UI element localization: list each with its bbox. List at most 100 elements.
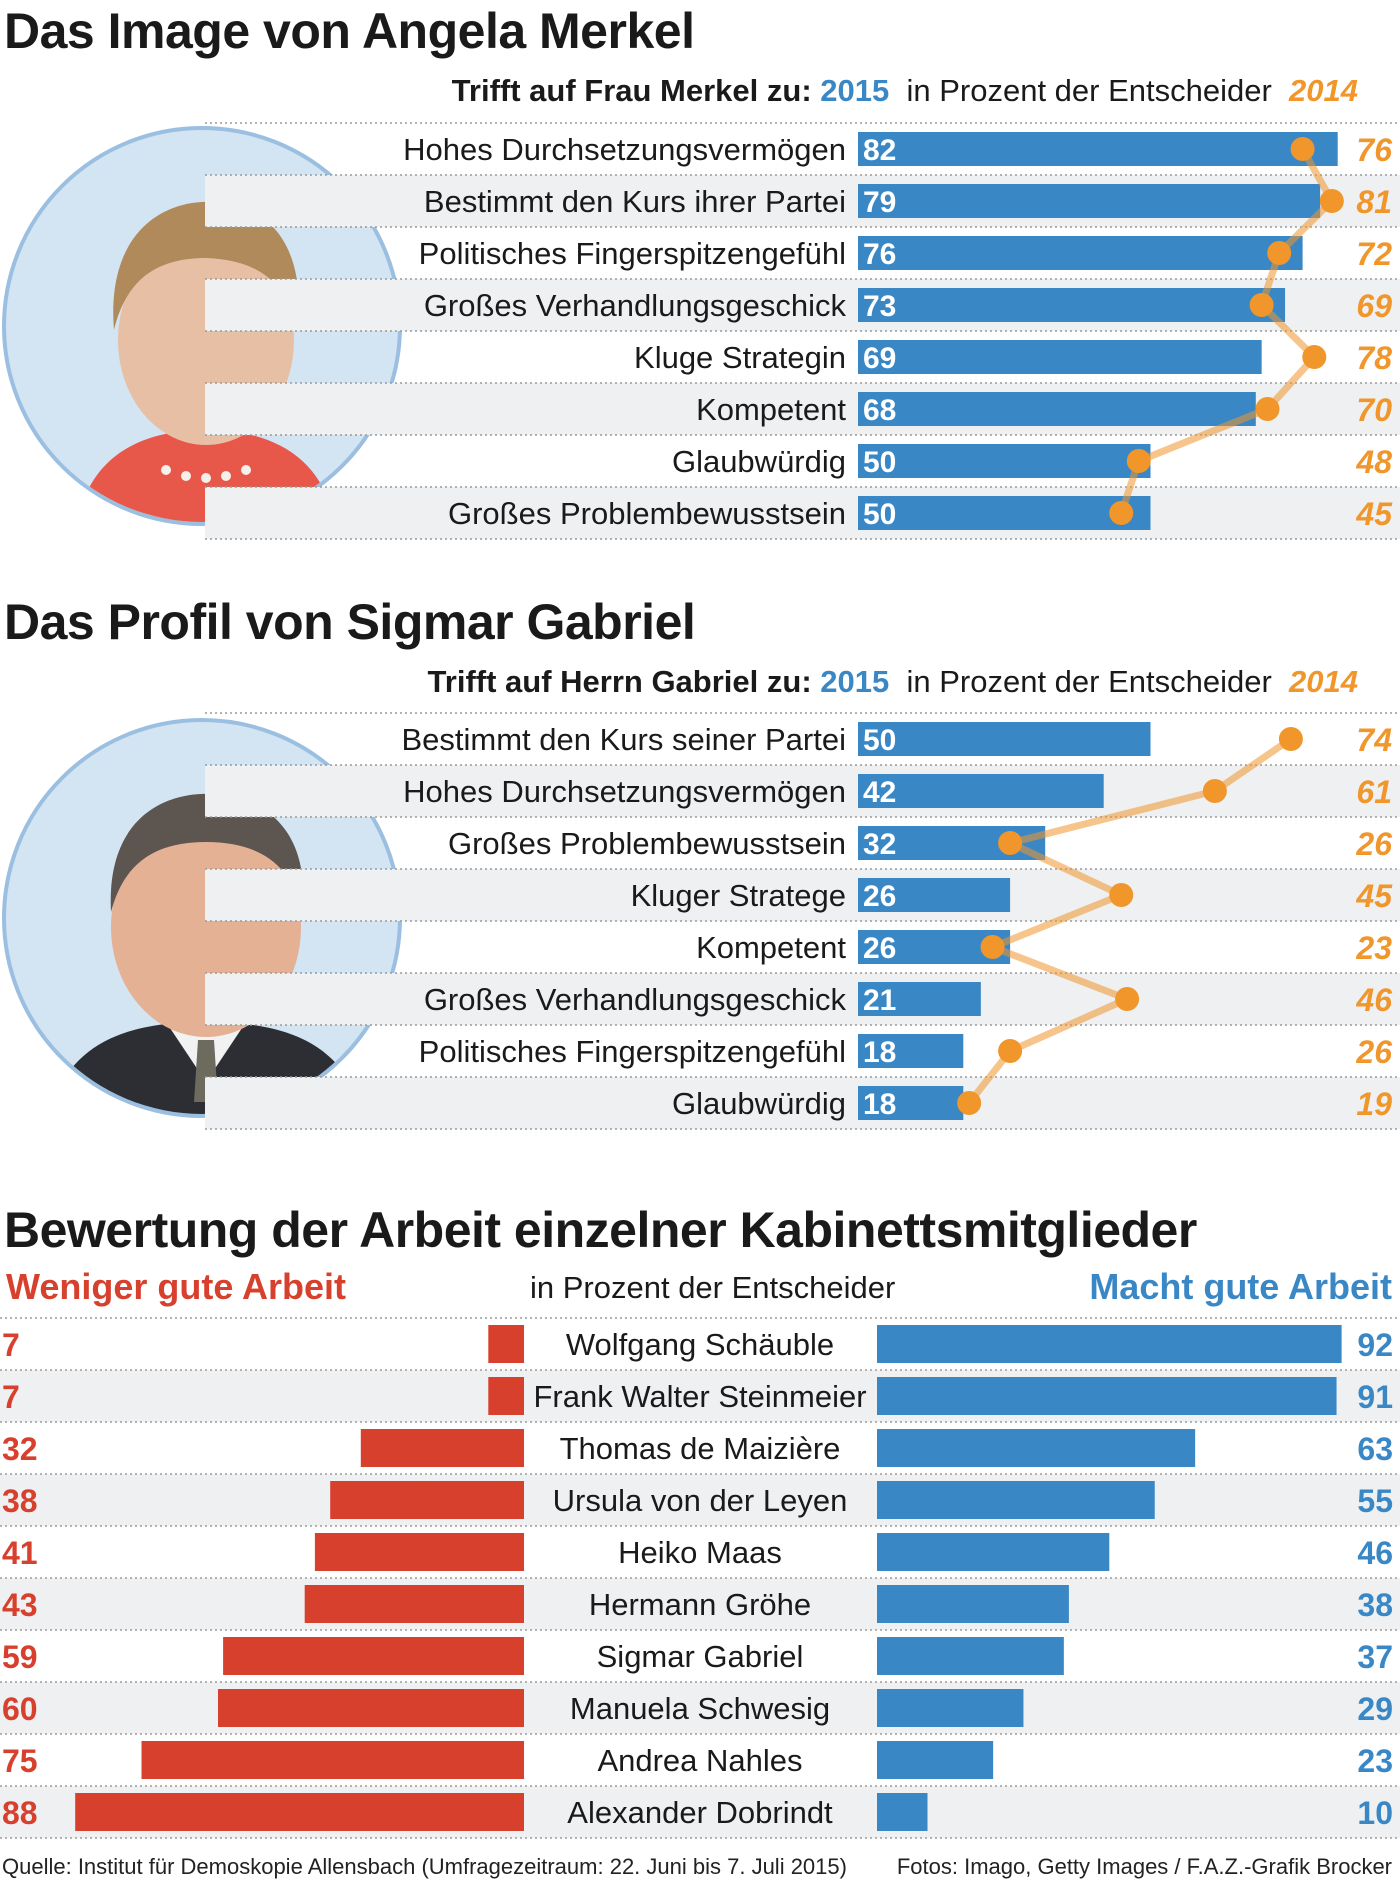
footer-credits: Fotos: Imago, Getty Images / F.A.Z.-Graf… <box>896 1854 1392 1879</box>
gabriel-bar-2015 <box>858 774 1104 808</box>
cabinet-row-stripe <box>0 1578 1400 1630</box>
cabinet-name-label: Frank Walter Steinmeier <box>533 1379 866 1414</box>
gabriel-bar-2015 <box>858 722 1151 756</box>
cabinet-bar-negative <box>488 1325 524 1363</box>
merkel-line-2014 <box>1117 147 1336 515</box>
gabriel-value-2015: 18 <box>863 1036 896 1069</box>
gabriel-line-2014 <box>966 736 1293 1106</box>
cabinet-bar-negative <box>218 1689 524 1727</box>
merkel-value-2015: 76 <box>863 238 896 271</box>
gabriel-value-2015: 32 <box>863 828 896 861</box>
merkel-bar-2015 <box>858 236 1303 270</box>
gabriel-value-2015: 42 <box>863 776 896 809</box>
merkel-marker-2014 <box>1302 345 1327 369</box>
merkel-bar-2015 <box>858 288 1286 322</box>
gabriel-value-2014: 74 <box>1356 722 1392 758</box>
cabinet-name-label: Manuela Schwesig <box>570 1691 830 1726</box>
merkel-category-label: Kompetent <box>696 392 846 427</box>
cabinet-value-positive: 38 <box>1357 1587 1393 1623</box>
gabriel-value-2015: 21 <box>863 984 896 1017</box>
gabriel-value-2015: 18 <box>863 1088 896 1121</box>
gabriel-row-stripe <box>205 973 1400 1025</box>
gabriel-category-label: Glaubwürdig <box>672 1086 846 1121</box>
merkel-value-2015: 50 <box>863 446 896 479</box>
merkel-category-label: Großes Problembewusstsein <box>448 496 846 531</box>
cabinet-bar-positive <box>877 1325 1342 1363</box>
cabinet-bar-positive <box>877 1637 1064 1675</box>
merkel-marker-2014 <box>1255 397 1280 421</box>
merkel-category-label: Großes Verhandlungsgeschick <box>424 288 847 323</box>
merkel-header: Trifft auf Frau Merkel zu: 2015 in Proze… <box>452 73 1358 109</box>
cabinet-value-negative: 88 <box>2 1795 38 1831</box>
merkel-category-label: Politisches Fingerspitzengefühl <box>419 236 846 271</box>
gabriel-category-label: Großes Problembewusstsein <box>448 826 846 861</box>
cabinet-value-positive: 10 <box>1357 1795 1393 1831</box>
gabriel-header: Trifft auf Herrn Gabriel zu: 2015 in Pro… <box>428 664 1358 700</box>
gabriel-value-2014: 46 <box>1355 982 1392 1018</box>
merkel-bar-2015 <box>858 496 1151 530</box>
gabriel-row-stripe <box>205 1077 1400 1129</box>
merkel-value-2014: 78 <box>1356 340 1392 376</box>
cabinet-bar-negative <box>314 1533 524 1571</box>
gabriel-value-2015: 26 <box>863 880 896 913</box>
cabinet-value-positive: 29 <box>1357 1691 1393 1727</box>
cabinet-bar-negative <box>488 1377 524 1415</box>
cabinet-value-negative: 43 <box>2 1587 38 1623</box>
merkel-value-2014: 81 <box>1356 184 1392 220</box>
gabriel-category-label: Bestimmt den Kurs seiner Partei <box>401 722 846 757</box>
cabinet-row-stripe <box>0 1474 1400 1526</box>
cabinet-left-label: Weniger gute Arbeit <box>6 1266 347 1307</box>
merkel-marker-2014 <box>1290 137 1315 161</box>
cabinet-value-negative: 32 <box>2 1431 38 1467</box>
merkel-bar-2015 <box>858 132 1338 166</box>
cabinet-chart: 7 Wolfgang Schäuble 92 7 Frank Walter Steinm… <box>0 1317 1400 1839</box>
cabinet-bar-positive <box>877 1689 1024 1727</box>
cabinet-value-positive: 92 <box>1357 1327 1393 1363</box>
gabriel-category-label: Kompetent <box>696 930 846 965</box>
merkel-header-unit: in Prozent der Entscheider <box>906 73 1272 108</box>
merkel-value-2015: 82 <box>863 134 896 167</box>
gabriel-title: Das Profil von Sigmar Gabriel <box>4 594 696 650</box>
cabinet-value-negative: 7 <box>2 1327 20 1363</box>
cabinet-value-positive: 55 <box>1357 1483 1393 1519</box>
gabriel-header-prefix: Trifft auf Herrn Gabriel zu: <box>427 664 812 699</box>
merkel-bar-2015 <box>858 340 1262 374</box>
merkel-value-2015: 73 <box>863 290 896 323</box>
cabinet-value-positive: 91 <box>1357 1379 1393 1415</box>
gabriel-value-2014: 23 <box>1355 930 1392 966</box>
gabriel-bar-2015 <box>858 1034 964 1068</box>
gabriel-category-label: Kluger Stratege <box>631 878 846 913</box>
cabinet-value-negative: 38 <box>2 1483 38 1519</box>
gabriel-marker-2014 <box>980 935 1005 959</box>
merkel-marker-2014 <box>1319 189 1344 213</box>
cabinet-bar-positive <box>877 1377 1337 1415</box>
gabriel-bar-2015 <box>858 982 981 1016</box>
cabinet-value-positive: 37 <box>1357 1639 1393 1675</box>
cabinet-name-label: Andrea Nahles <box>597 1743 802 1778</box>
merkel-header-year-current: 2015 <box>820 73 890 108</box>
merkel-row-stripe <box>205 487 1400 539</box>
gabriel-header-unit: in Prozent der Entscheider <box>906 664 1272 699</box>
merkel-value-2015: 79 <box>863 186 896 219</box>
merkel-value-2015: 69 <box>863 342 896 375</box>
cabinet-bar-negative <box>223 1637 524 1675</box>
merkel-value-2014: 48 <box>1355 444 1392 480</box>
gabriel-row-stripe <box>205 869 1400 921</box>
cabinet-right-label: Macht gute Arbeit <box>1089 1266 1392 1307</box>
gabriel-chart: Bestimmt den Kurs seiner Partei 50 74 Hohes… <box>205 712 1400 1130</box>
merkel-value-2014: 45 <box>1355 496 1393 532</box>
cabinet-bar-negative <box>75 1793 524 1831</box>
cabinet-name-label: Sigmar Gabriel <box>597 1639 804 1674</box>
merkel-title: Das Image von Angela Merkel <box>4 3 695 59</box>
cabinet-value-positive: 23 <box>1357 1743 1393 1779</box>
gabriel-marker-2014 <box>998 1039 1023 1063</box>
merkel-category-label: Hohes Durchsetzungsvermögen <box>403 132 846 167</box>
cabinet-bar-positive <box>877 1533 1110 1571</box>
gabriel-value-2014: 19 <box>1356 1086 1392 1122</box>
cabinet-value-negative: 75 <box>2 1743 38 1779</box>
footer-source: Quelle: Institut für Demoskopie Allensba… <box>2 1854 847 1879</box>
cabinet-bar-positive <box>877 1429 1196 1467</box>
merkel-value-2015: 68 <box>863 394 896 427</box>
cabinet-bar-negative <box>304 1585 524 1623</box>
cabinet-name-label: Hermann Gröhe <box>589 1587 811 1622</box>
